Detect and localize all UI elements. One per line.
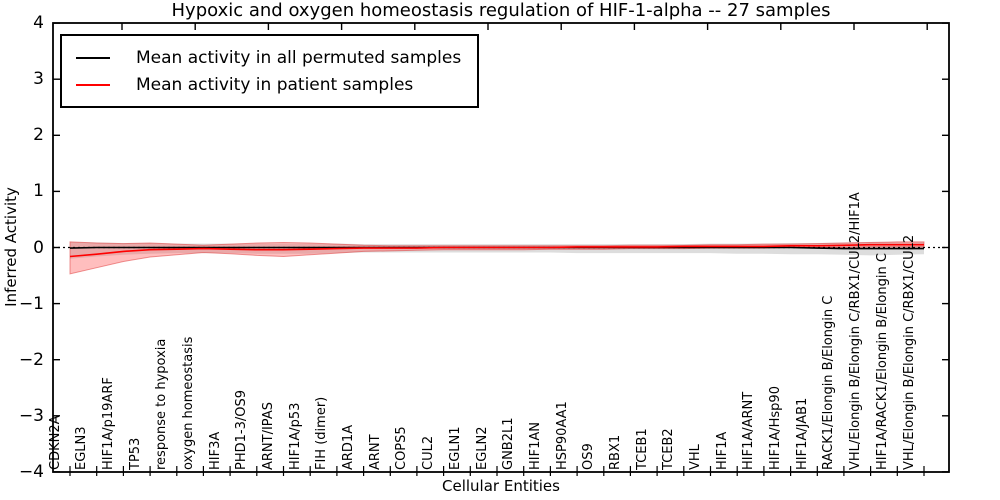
x-tick-label: oxygen homeostasis: [180, 336, 196, 470]
y-tick-label: 3: [33, 69, 44, 89]
x-tick-label: ARD1A: [341, 424, 357, 470]
x-tick-label: CDKN2A: [47, 415, 63, 470]
x-tick-label: HIF1A/p19ARF: [100, 377, 116, 470]
x-tick-label: EGLN3: [74, 426, 90, 470]
legend: Mean activity in all permuted samples Me…: [60, 34, 480, 108]
x-tick-label: OS9: [581, 443, 597, 470]
x-tick-label: TP53: [127, 437, 143, 470]
y-tick-label: −1: [18, 294, 44, 314]
legend-label-patient: Mean activity in patient samples: [136, 74, 414, 95]
y-tick-label: −2: [18, 350, 44, 370]
y-tick-label: −3: [18, 406, 44, 426]
x-tick-label: PHD1-3/OS9: [234, 390, 250, 470]
x-tick-label: EGLN1: [447, 426, 463, 470]
y-tick-label: 0: [33, 238, 44, 258]
x-tick-label: RACK1/Elongin B/Elongin C: [821, 295, 837, 470]
y-tick-label: −4: [18, 462, 44, 482]
x-tick-label: HSP90AA1: [554, 401, 570, 470]
x-tick-label: HIF1A/JAB1: [794, 397, 810, 470]
x-axis-label: Cellular Entities: [442, 477, 560, 495]
x-tick-label: ARNT: [367, 434, 383, 470]
x-tick-label: VHL/Elongin B/Elongin C/RBX1/CUL2: [901, 234, 917, 470]
x-tick-label: GNB2L1: [501, 417, 517, 470]
legend-line-sample-black: [76, 56, 110, 59]
legend-label-permuted: Mean activity in all permuted samples: [136, 47, 462, 68]
x-tick-label: VHL/Elongin B/Elongin C/RBX1/CUL2/HIF1A: [848, 192, 864, 470]
x-tick-label: HIF1A/RACK1/Elongin B/Elongin C: [874, 253, 890, 470]
x-tick-label: HIF3A: [207, 431, 223, 470]
x-tick-label: TCEB2: [661, 428, 677, 470]
x-tick-label: ARNT/IPAS: [261, 402, 276, 470]
patient-mean-line: [69, 243, 924, 258]
y-tick-label: 2: [33, 125, 44, 145]
x-tick-label: response to hypoxia: [154, 338, 170, 470]
x-tick-label: HIF1AN: [527, 422, 543, 470]
y-tick-label: 1: [33, 181, 44, 201]
x-tick-label: HIF1A/Hsp90: [768, 386, 784, 470]
x-tick-label: COPS5: [394, 426, 410, 470]
x-tick-label: RBX1: [607, 434, 623, 470]
x-tick-label: VHL: [688, 444, 703, 470]
x-tick-label: FIH (dimer): [314, 396, 330, 470]
legend-item-permuted: Mean activity in all permuted samples: [76, 44, 461, 71]
x-tick-label: TCEB1: [634, 428, 650, 470]
axes-frame: [52, 22, 950, 473]
x-tick-label: HIF1A: [714, 431, 730, 470]
chart-title: Hypoxic and oxygen homeostasis regulatio…: [171, 0, 831, 21]
legend-item-patient: Mean activity in patient samples: [76, 71, 461, 98]
y-tick-label: 4: [33, 13, 44, 33]
x-tick-label: HIF1A/p53: [287, 402, 303, 470]
legend-line-sample-red: [76, 83, 110, 86]
x-tick-label: EGLN2: [474, 426, 490, 470]
x-tick-label: HIF1A/ARNT: [741, 391, 757, 470]
x-tick-label: CUL2: [421, 435, 437, 470]
